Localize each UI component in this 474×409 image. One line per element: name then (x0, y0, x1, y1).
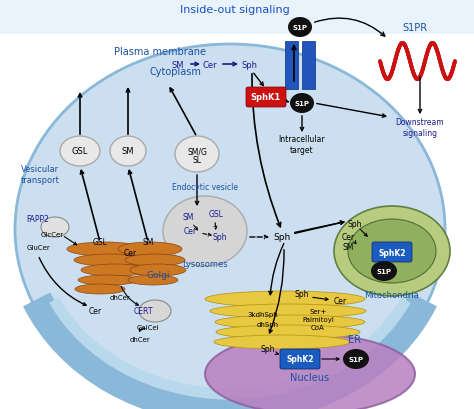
Text: Sph: Sph (295, 290, 309, 299)
Text: SM: SM (142, 238, 154, 247)
Text: S1P: S1P (294, 101, 310, 107)
Text: SM: SM (122, 147, 134, 156)
Text: dhCer: dhCer (129, 336, 150, 342)
Text: Vesicular
transport: Vesicular transport (20, 165, 59, 184)
Ellipse shape (15, 45, 445, 409)
Text: Mitochondria: Mitochondria (365, 291, 419, 300)
Ellipse shape (334, 207, 450, 296)
Text: Cytoplasm: Cytoplasm (149, 67, 201, 77)
Ellipse shape (210, 304, 366, 318)
FancyBboxPatch shape (280, 349, 320, 369)
Ellipse shape (139, 300, 171, 322)
Text: SphK1: SphK1 (251, 93, 281, 102)
Text: Inside-out signaling: Inside-out signaling (180, 5, 290, 15)
Text: Sph: Sph (348, 220, 362, 229)
Text: Cer: Cer (333, 297, 346, 306)
Ellipse shape (371, 261, 397, 281)
Ellipse shape (290, 94, 314, 114)
Text: Intracellular
target: Intracellular target (279, 135, 325, 154)
Text: Cer: Cer (183, 227, 197, 236)
Text: SphK2: SphK2 (286, 355, 314, 364)
Text: Lysosomes: Lysosomes (182, 260, 228, 269)
Text: S1P: S1P (348, 356, 364, 362)
Ellipse shape (175, 137, 219, 173)
Text: Sph: Sph (273, 233, 291, 242)
Text: S1P: S1P (292, 25, 308, 31)
Text: 3kdhSph: 3kdhSph (247, 311, 278, 317)
Text: SphK2: SphK2 (378, 248, 406, 257)
Ellipse shape (205, 334, 415, 409)
Text: Cer: Cer (203, 61, 217, 70)
Text: Sph: Sph (242, 61, 258, 70)
Text: Nucleus: Nucleus (291, 372, 329, 382)
Text: Cer: Cer (123, 249, 137, 258)
Ellipse shape (130, 264, 186, 276)
Ellipse shape (288, 18, 312, 38)
Text: Ser+: Ser+ (310, 308, 327, 314)
Ellipse shape (78, 275, 138, 285)
Text: CoA: CoA (311, 324, 325, 330)
Ellipse shape (118, 243, 182, 256)
Text: Palmitoyl: Palmitoyl (302, 316, 334, 322)
Text: GlcCer: GlcCer (40, 231, 64, 237)
Ellipse shape (214, 335, 350, 349)
Text: GSL: GSL (209, 210, 223, 219)
Text: Sph: Sph (213, 233, 227, 242)
Ellipse shape (41, 218, 69, 237)
Ellipse shape (67, 243, 143, 256)
Text: dhSph: dhSph (257, 321, 279, 327)
Text: Cer: Cer (341, 233, 355, 242)
Text: FAPP2: FAPP2 (27, 215, 49, 224)
Bar (0, 0, 474, 35)
Bar (302, 42, 315, 90)
Bar (285, 42, 298, 90)
Ellipse shape (75, 284, 125, 294)
Ellipse shape (128, 275, 178, 285)
Text: SL: SL (192, 156, 201, 165)
Text: Cer: Cer (89, 307, 101, 316)
Text: dhCer: dhCer (109, 294, 130, 300)
Ellipse shape (60, 137, 100, 166)
Ellipse shape (348, 220, 436, 283)
FancyBboxPatch shape (372, 243, 412, 262)
Ellipse shape (125, 254, 185, 266)
Ellipse shape (110, 137, 146, 166)
Text: SM: SM (342, 243, 354, 252)
Text: SM: SM (182, 213, 194, 222)
Text: GSL: GSL (92, 238, 108, 247)
Text: GluCer: GluCer (26, 245, 50, 250)
Text: Downstream
signaling: Downstream signaling (396, 118, 444, 137)
Text: S1PR: S1PR (402, 23, 428, 33)
Ellipse shape (163, 196, 247, 266)
Text: GalCel: GalCel (137, 324, 159, 330)
Text: ER: ER (348, 334, 362, 344)
Text: Sph: Sph (261, 345, 275, 354)
Text: SM: SM (172, 61, 184, 70)
Text: Golgi: Golgi (146, 271, 170, 280)
Ellipse shape (215, 315, 365, 329)
Ellipse shape (74, 254, 146, 266)
Ellipse shape (81, 264, 149, 276)
Text: GSL: GSL (72, 147, 88, 156)
Text: S1P: S1P (376, 268, 392, 274)
Text: SM/G: SM/G (187, 147, 207, 156)
Text: CERT: CERT (133, 307, 153, 316)
FancyBboxPatch shape (246, 88, 286, 108)
Ellipse shape (343, 349, 369, 369)
Ellipse shape (216, 325, 360, 339)
Text: Plasma membrane: Plasma membrane (114, 47, 206, 57)
Ellipse shape (205, 291, 365, 307)
Text: Endocytic vesicle: Endocytic vesicle (172, 183, 238, 192)
